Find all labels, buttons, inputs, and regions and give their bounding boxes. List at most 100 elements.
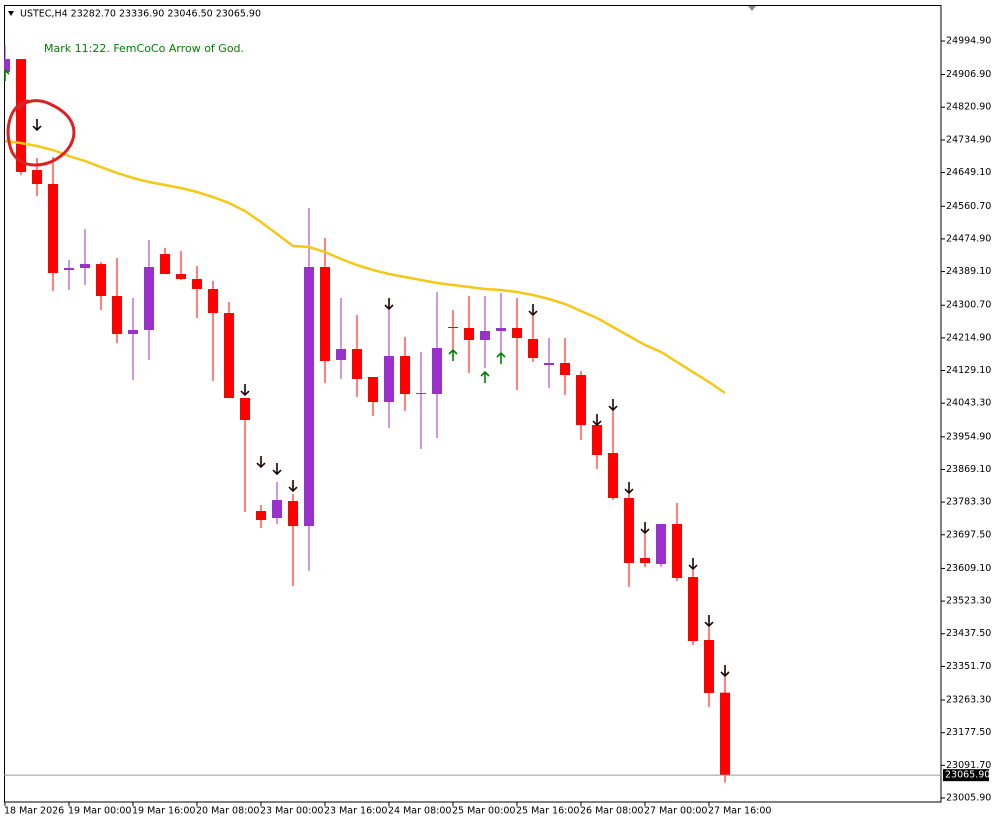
price-tag bbox=[943, 769, 989, 782]
y-tick-label: 23609.10 bbox=[946, 563, 991, 574]
y-tick-label: 24649.10 bbox=[946, 167, 991, 178]
candle-body bbox=[400, 355, 410, 395]
candle-body bbox=[608, 453, 618, 499]
candle-body bbox=[448, 326, 458, 329]
x-tick-label: 25 Mar 16:00 bbox=[516, 806, 579, 817]
plot-area bbox=[4, 45, 730, 783]
candle-body bbox=[224, 313, 234, 399]
candle-body bbox=[704, 639, 714, 693]
candle-body bbox=[528, 338, 538, 359]
chart-header: USTEC,H4 23282.70 23336.90 23046.50 2306… bbox=[20, 9, 261, 20]
candle-body bbox=[368, 376, 378, 403]
candle-body bbox=[304, 267, 314, 527]
candle-body bbox=[720, 692, 730, 776]
down-arrow bbox=[528, 304, 538, 317]
y-tick-label: 23783.30 bbox=[946, 497, 991, 508]
x-tick-label: 27 Mar 16:00 bbox=[708, 806, 771, 817]
down-arrow bbox=[592, 414, 602, 427]
scroll-marker bbox=[748, 6, 756, 11]
y-tick-label: 23005.90 bbox=[946, 793, 991, 804]
candle-body bbox=[512, 328, 522, 338]
down-arrow bbox=[704, 615, 714, 628]
x-tick-label: 25 Mar 00:00 bbox=[452, 806, 515, 817]
annotation: Mark 11:22. FemCoCo Arrow of God. bbox=[44, 42, 244, 55]
x-tick-label: 23 Mar 00:00 bbox=[260, 806, 323, 817]
candle-body bbox=[16, 59, 26, 173]
y-tick-label: 24129.10 bbox=[946, 365, 991, 376]
candle-body bbox=[208, 289, 218, 314]
down-arrow bbox=[384, 298, 394, 311]
candle-body bbox=[288, 500, 298, 527]
y-tick-label: 23697.50 bbox=[946, 529, 991, 540]
candle-body bbox=[128, 329, 138, 334]
y-tick-label: 24560.70 bbox=[946, 201, 991, 212]
y-tick-label: 23523.30 bbox=[946, 596, 991, 607]
candle-body bbox=[624, 498, 634, 564]
down-arrow bbox=[640, 522, 650, 535]
down-arrow bbox=[720, 665, 730, 678]
x-tick-label: 23 Mar 16:00 bbox=[324, 806, 387, 817]
price-tag-label: 23065.90 bbox=[945, 770, 990, 781]
y-tick-label: 24043.30 bbox=[946, 398, 991, 409]
x-tick-label: 26 Mar 08:00 bbox=[580, 806, 643, 817]
y-tick-label: 24474.90 bbox=[946, 233, 991, 244]
candle-body bbox=[576, 375, 586, 426]
y-tick-label: 24300.70 bbox=[946, 300, 991, 311]
y-tick-label: 24820.90 bbox=[946, 102, 991, 113]
down-arrow bbox=[240, 384, 250, 397]
y-tick-label: 24734.90 bbox=[946, 134, 991, 145]
candle-body bbox=[4, 59, 10, 73]
candle-body bbox=[480, 330, 490, 341]
y-tick-label: 23954.90 bbox=[946, 431, 991, 442]
up-arrow bbox=[4, 68, 10, 82]
candle-body bbox=[656, 524, 666, 565]
x-tick-label: 18 Mar 2026 bbox=[4, 806, 64, 817]
candle-body bbox=[32, 170, 42, 185]
y-tick-label: 23351.70 bbox=[946, 661, 991, 672]
candle-body bbox=[112, 296, 122, 334]
down-arrow bbox=[256, 456, 266, 469]
candle-body bbox=[240, 398, 250, 421]
candle-body bbox=[64, 268, 74, 271]
candle-body bbox=[80, 264, 90, 269]
candle-body bbox=[496, 328, 506, 331]
down-arrow bbox=[288, 480, 298, 493]
candle-body bbox=[192, 279, 202, 290]
y-tick-label: 24906.90 bbox=[946, 69, 991, 80]
candle-body bbox=[144, 267, 154, 330]
down-arrow bbox=[688, 558, 698, 571]
y-tick-label: 24389.10 bbox=[946, 266, 991, 277]
x-tick-label: 20 Mar 08:00 bbox=[196, 806, 259, 817]
candle-body bbox=[464, 328, 474, 341]
y-tick-label: 23869.10 bbox=[946, 464, 991, 475]
candle-body bbox=[592, 425, 602, 456]
down-arrow bbox=[272, 463, 282, 476]
candle-body bbox=[160, 254, 170, 275]
down-arrow bbox=[624, 482, 634, 495]
candle-body bbox=[688, 577, 698, 642]
candle-body bbox=[416, 393, 426, 395]
candle-body bbox=[672, 524, 682, 579]
x-tick-label: 19 Mar 16:00 bbox=[132, 806, 195, 817]
candle-body bbox=[560, 362, 570, 376]
candle-body bbox=[96, 264, 106, 297]
x-tick-label: 19 Mar 00:00 bbox=[68, 806, 131, 817]
plot-border bbox=[4, 5, 942, 803]
y-tick-label: 23091.70 bbox=[946, 760, 991, 771]
candle-body bbox=[48, 184, 58, 274]
candle-body bbox=[432, 347, 442, 395]
menu-triangle[interactable] bbox=[8, 11, 14, 16]
x-tick-label: 24 Mar 08:00 bbox=[388, 806, 451, 817]
candle-body bbox=[256, 511, 266, 521]
candle-body bbox=[176, 274, 186, 280]
up-arrow bbox=[480, 370, 490, 383]
candle-body bbox=[320, 267, 330, 362]
candle-body bbox=[336, 348, 346, 360]
candle-body bbox=[272, 500, 282, 519]
up-arrow bbox=[496, 351, 506, 365]
y-tick-label: 23177.50 bbox=[946, 727, 991, 738]
down-arrow bbox=[32, 119, 42, 132]
